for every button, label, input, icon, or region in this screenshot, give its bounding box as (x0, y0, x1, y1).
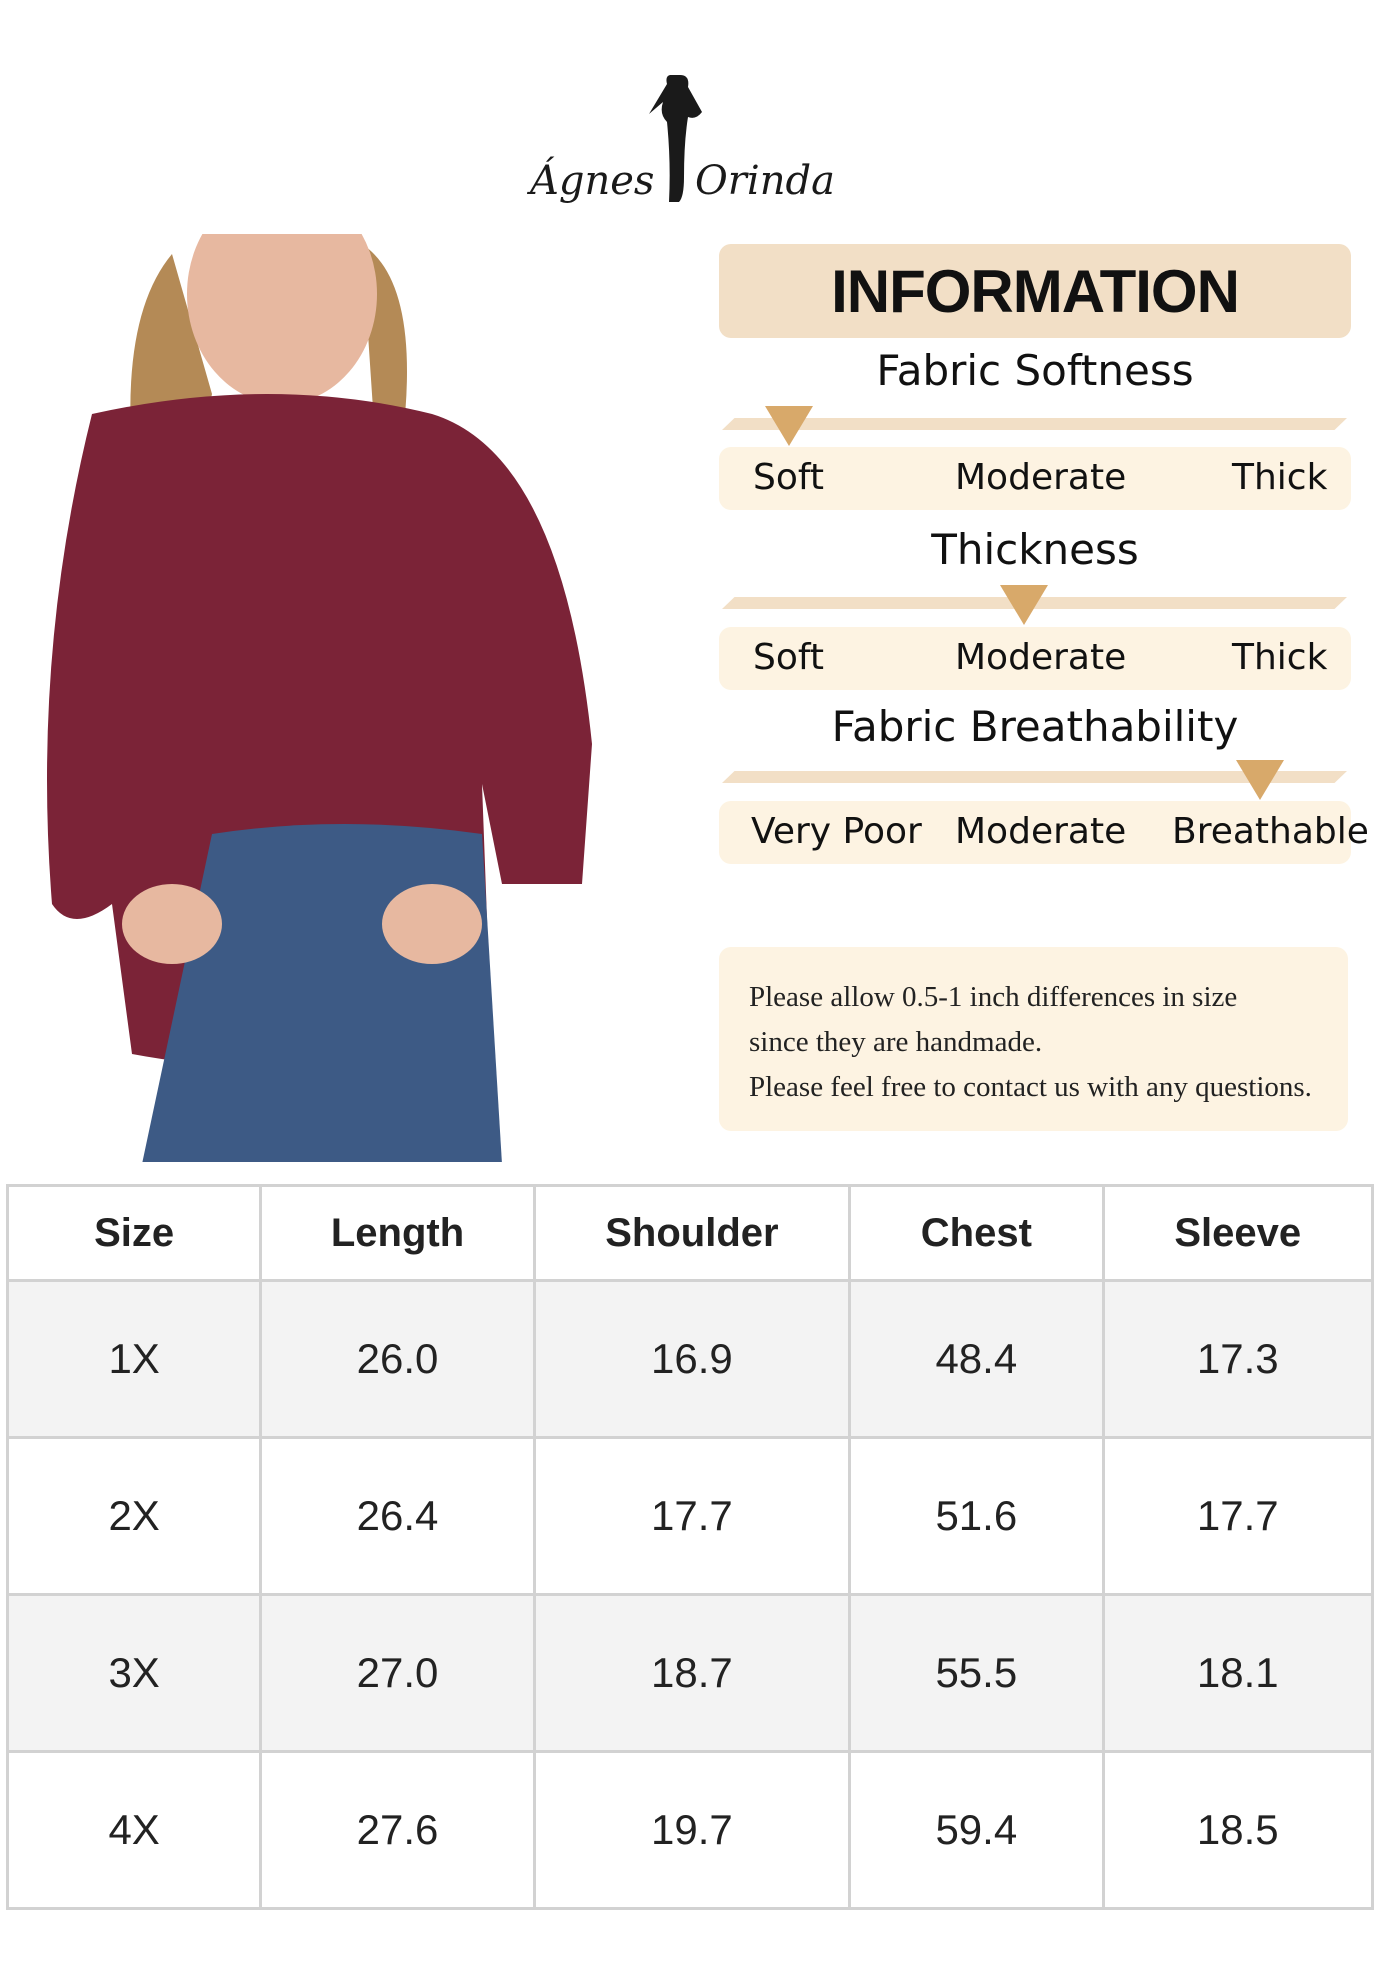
cell-length: 26.4 (259, 1436, 536, 1596)
cell-size: 2X (5, 1436, 263, 1596)
breathability-labels: Very Poor Moderate Breathable (719, 801, 1369, 864)
breathability-label-high: Breathable (1172, 811, 1369, 852)
cell-chest: 48.4 (848, 1279, 1105, 1439)
size-note: Please allow 0.5-1 inch differences in s… (719, 947, 1348, 1131)
thickness-title: Thickness (931, 525, 1139, 574)
cell-length: 26.0 (259, 1279, 536, 1439)
breathability-label-mid: Moderate (955, 811, 1127, 852)
table-row: 3X 27.0 18.7 55.5 18.1 (5, 1593, 1375, 1753)
cell-sleeve: 17.3 (1101, 1279, 1375, 1439)
size-chart-table: Size Length Shoulder Chest Sleeve 1X 26.0… (5, 1184, 1375, 1910)
information-header: INFORMATION (719, 244, 1351, 338)
thickness-label-mid: Moderate (955, 637, 1127, 678)
cell-chest: 51.6 (848, 1436, 1105, 1596)
softness-label-mid: Moderate (955, 457, 1127, 498)
logo-text-right: Orinda (695, 158, 835, 204)
cell-size: 3X (5, 1593, 263, 1753)
cell-size: 1X (5, 1279, 263, 1439)
cell-shoulder: 17.7 (532, 1436, 852, 1596)
table-header-row: Size Length Shoulder Chest Sleeve (5, 1184, 1375, 1282)
logo-text-left: Ágnes (530, 158, 655, 204)
table-row: 1X 26.0 16.9 48.4 17.3 (5, 1279, 1375, 1439)
note-line: Please allow 0.5-1 inch differences in s… (749, 981, 1238, 1013)
brand-logo: Ágnes Orinda (530, 70, 840, 220)
cell-sleeve: 18.1 (1101, 1593, 1375, 1753)
cell-sleeve: 17.7 (1101, 1436, 1375, 1596)
thickness-label-low: Soft (753, 637, 825, 678)
header-sleeve: Sleeve (1101, 1184, 1375, 1282)
cell-shoulder: 18.7 (532, 1593, 852, 1753)
thickness-marker-icon (1000, 585, 1048, 625)
cell-chest: 55.5 (848, 1593, 1105, 1753)
cell-shoulder: 16.9 (532, 1279, 852, 1439)
cell-shoulder: 19.7 (532, 1750, 852, 1910)
breathability-scale-bar (722, 771, 1347, 783)
header-shoulder: Shoulder (532, 1184, 852, 1282)
softness-labels: Soft Moderate Thick (719, 447, 1351, 510)
cell-size: 4X (5, 1750, 263, 1910)
cell-length: 27.0 (259, 1593, 536, 1753)
cell-chest: 59.4 (848, 1750, 1105, 1910)
thickness-labels: Soft Moderate Thick (719, 627, 1351, 690)
note-line: since they are handmade. (749, 1026, 1043, 1058)
softness-scale-bar (722, 418, 1347, 430)
header-length: Length (259, 1184, 536, 1282)
table-row: 2X 26.4 17.7 51.6 17.7 (5, 1436, 1375, 1596)
softness-marker-icon (765, 406, 813, 446)
table-row: 4X 27.6 19.7 59.4 18.5 (5, 1750, 1375, 1910)
breathability-label-low: Very Poor (751, 811, 922, 852)
header-chest: Chest (848, 1184, 1105, 1282)
product-photo (32, 234, 684, 1162)
softness-label-low: Soft (753, 457, 825, 498)
header-size: Size (5, 1184, 263, 1282)
logo-silhouette-icon (649, 75, 702, 202)
note-line: Please feel free to contact us with any … (749, 1071, 1312, 1103)
softness-label-high: Thick (1232, 457, 1328, 498)
breathability-marker-icon (1236, 760, 1284, 800)
fabric-softness-title: Fabric Softness (876, 346, 1194, 395)
cell-sleeve: 18.5 (1101, 1750, 1375, 1910)
breathability-title: Fabric Breathability (831, 702, 1239, 751)
cell-length: 27.6 (259, 1750, 536, 1910)
thickness-label-high: Thick (1232, 637, 1328, 678)
